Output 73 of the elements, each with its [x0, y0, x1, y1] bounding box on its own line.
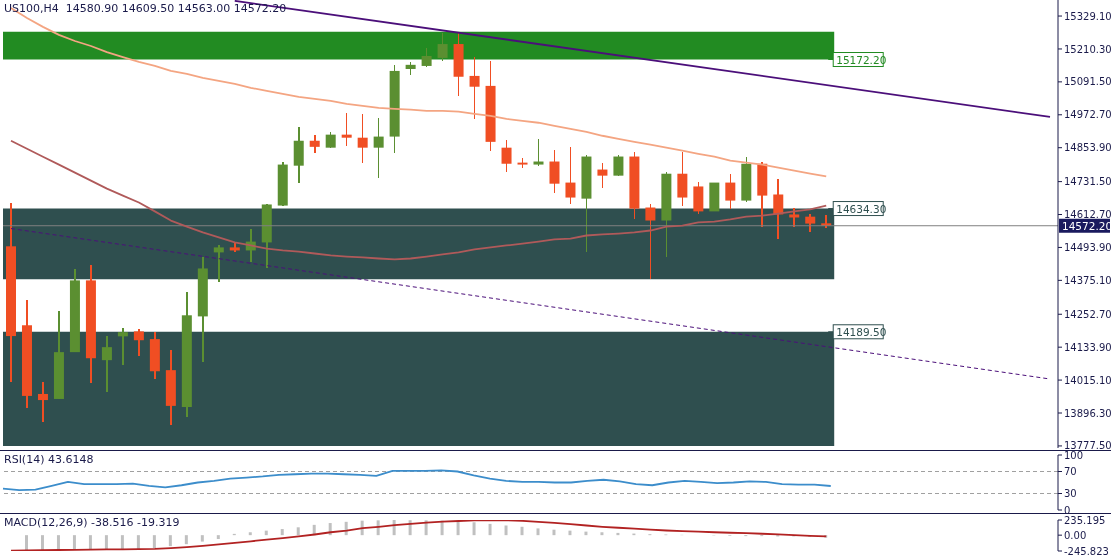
- candlestick: [549, 148, 560, 194]
- bar: [168, 535, 172, 547]
- bar: [504, 525, 508, 536]
- bar: [248, 532, 252, 536]
- bar: [72, 535, 76, 550]
- bar: [456, 520, 460, 536]
- candlestick: [213, 244, 224, 284]
- candlestick: [469, 56, 480, 120]
- candlestick: [357, 113, 368, 164]
- y-tick-label: 235.195: [1064, 514, 1106, 526]
- y-tick-label: 14972.70: [1064, 109, 1111, 121]
- y-tick-label: 14015.10: [1064, 374, 1111, 386]
- y-tick-label: 13777.50: [1064, 440, 1111, 452]
- chart-title: US100,H4 14580.90 14609.50 14563.00 14572.20: [4, 2, 287, 15]
- y-tick-label: 0.00: [1064, 529, 1087, 541]
- candlestick: [565, 146, 576, 205]
- bar: [152, 535, 156, 549]
- y-tick-label: -245.823: [1064, 545, 1109, 556]
- bar: [552, 529, 556, 536]
- candlestick: [373, 116, 384, 179]
- bar: [520, 526, 524, 536]
- bar: [536, 528, 540, 536]
- bar: [280, 529, 284, 536]
- y-tick-label: 15210.30: [1064, 43, 1111, 55]
- candlestick: [341, 111, 352, 147]
- bar: [24, 535, 28, 550]
- bar: [184, 535, 188, 545]
- y-tick-label: 14252.70: [1064, 308, 1111, 320]
- candlestick: [437, 32, 448, 62]
- candlestick: [789, 206, 800, 228]
- bar: [88, 535, 92, 550]
- y-tick-label: 14853.90: [1064, 142, 1111, 154]
- bar: [296, 527, 300, 536]
- y-tick-label: 14375.10: [1064, 274, 1111, 286]
- candlestick: [677, 150, 688, 208]
- y-tick-label: 14612.70: [1064, 209, 1111, 221]
- candlestick: [101, 335, 112, 393]
- y-tick-label: 30: [1064, 488, 1077, 500]
- y-tick-label: 70: [1064, 466, 1077, 478]
- line-series: [10, 139, 828, 261]
- candlestick: [645, 202, 656, 281]
- candlestick: [133, 328, 144, 358]
- candlestick: [613, 153, 624, 177]
- y-tick-label: 15091.50: [1064, 76, 1111, 88]
- bar: [472, 522, 476, 536]
- y-tick-label: 14731.50: [1064, 176, 1111, 188]
- candlestick: [117, 327, 128, 366]
- bar: [488, 523, 492, 536]
- bar: [104, 535, 108, 550]
- y-tick-label: 13896.30: [1064, 407, 1111, 419]
- chart-title: MACD(12,26,9) -38.516 -19.319: [4, 516, 180, 529]
- candlestick: [37, 381, 48, 423]
- bar: [40, 535, 44, 550]
- candlestick: [805, 212, 816, 233]
- bar: [424, 520, 428, 536]
- candlestick: [597, 161, 608, 189]
- y-tick-label: 14493.90: [1064, 241, 1111, 253]
- candlestick: [309, 133, 320, 154]
- candlestick: [501, 138, 512, 173]
- bar: [216, 535, 220, 540]
- chart-title: RSI(14) 43.6148: [4, 453, 94, 466]
- bar: [600, 532, 604, 536]
- candlestick: [725, 172, 736, 210]
- candlestick: [533, 138, 544, 167]
- y-tick-label: 0: [1064, 504, 1071, 516]
- line-series: [2, 469, 832, 492]
- candlestick: [773, 177, 784, 240]
- y-tick-label: 14133.90: [1064, 341, 1111, 353]
- bar: [200, 535, 204, 542]
- y-tick-label: 100: [1064, 449, 1084, 461]
- y-tick-label: 15329.10: [1064, 10, 1111, 22]
- bar: [56, 535, 60, 550]
- candlestick: [421, 47, 432, 68]
